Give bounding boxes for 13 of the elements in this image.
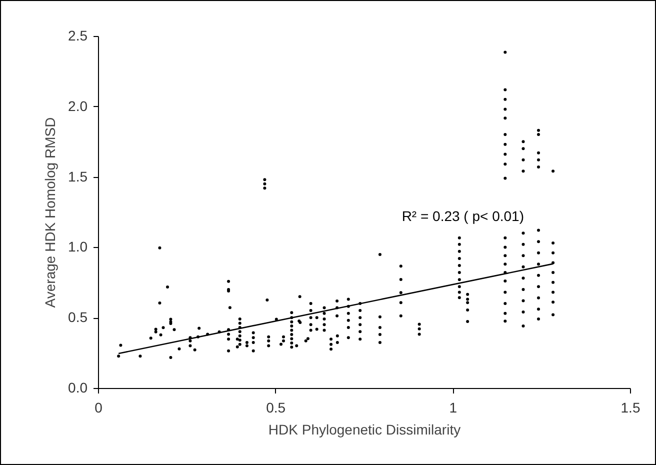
x-tick-label: 0 xyxy=(94,400,103,416)
y-tick-label: 2.0 xyxy=(68,98,88,114)
y-tick-label: 1.0 xyxy=(68,238,88,255)
annotation: R² = 0.23 ( p< 0.01) xyxy=(402,208,524,224)
y-tick-label: 1.5 xyxy=(68,168,88,184)
x-tick-label: 1.5 xyxy=(620,400,640,416)
y-axis-title: Average HDK Homolog RMSD xyxy=(42,117,58,308)
y-tick-label: 0.5 xyxy=(68,309,88,326)
y-tick-label: 0.0 xyxy=(68,380,88,396)
x-tick-label: 1 xyxy=(449,400,458,416)
x-axis-title: HDK Phylogenetic Dissimilarity xyxy=(268,422,461,438)
y-tick-label: 2.5 xyxy=(68,28,88,44)
x-tick-label: 0.5 xyxy=(266,400,286,416)
